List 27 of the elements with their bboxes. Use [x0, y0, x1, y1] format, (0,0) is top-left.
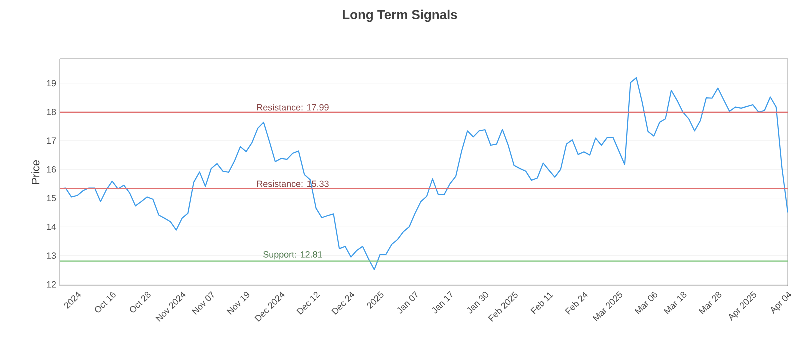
- y-tick-label: 15: [47, 195, 56, 202]
- ref-line-label: Support: 12.81: [264, 251, 322, 260]
- x-tick-label: Jan 30: [467, 292, 488, 314]
- x-tick-label: Nov 19: [226, 292, 250, 315]
- y-axis-title: Price: [32, 160, 40, 184]
- x-tick-label: Mar 28: [698, 292, 722, 315]
- x-tick-label: Mar 18: [664, 292, 687, 315]
- x-tick-label: Nov 07: [192, 291, 214, 315]
- x-tick-label: Jan 07: [398, 291, 418, 314]
- x-tick-label: Feb 11: [530, 292, 554, 314]
- x-tick-label: Oct 28: [130, 292, 151, 313]
- x-tick-label: Dec 12: [296, 292, 320, 315]
- y-tick-label: 14: [47, 224, 56, 230]
- ref-line-label: Resistance: 17.99: [257, 104, 329, 111]
- y-tick-label: 18: [47, 108, 56, 116]
- x-tick-label: Jan 17: [432, 291, 453, 314]
- x-tick-label: Oct 16: [95, 292, 116, 313]
- x-tick-label: Mar 06: [634, 292, 658, 315]
- y-tick-label: 16: [47, 166, 56, 173]
- y-tick-label: 17: [47, 138, 56, 144]
- y-tick-label: 12: [47, 281, 56, 288]
- chart-title: Long Term Signals: [343, 10, 458, 22]
- x-tick-label: Feb 24: [565, 292, 588, 315]
- x-tick-label: Apr 04: [771, 292, 792, 314]
- y-tick-label: 13: [47, 252, 56, 260]
- x-tick-label: Dec 24: [332, 292, 355, 315]
- y-tick-label: 19: [47, 80, 56, 87]
